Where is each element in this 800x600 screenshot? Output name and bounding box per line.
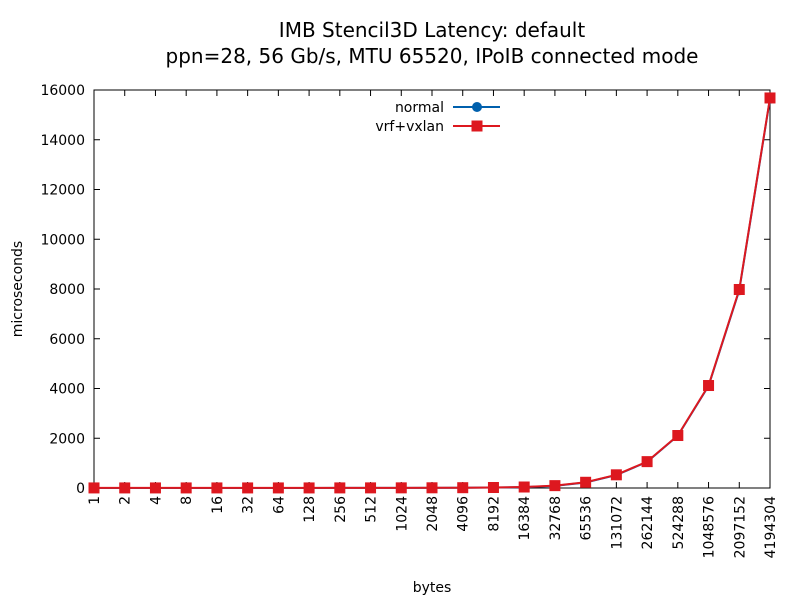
x-tick-label: 2 bbox=[118, 496, 134, 505]
legend: normal vrf+vxlan bbox=[375, 100, 500, 135]
data-point-vrf-vxlan bbox=[395, 482, 407, 494]
x-tick-label: 2048 bbox=[425, 496, 441, 532]
x-tick-label: 8192 bbox=[486, 496, 502, 532]
data-point-vrf-vxlan bbox=[580, 476, 592, 488]
x-tick-label: 4194304 bbox=[763, 496, 779, 558]
data-point-vrf-vxlan bbox=[487, 482, 499, 494]
y-tick-label: 16000 bbox=[40, 83, 85, 99]
y-tick-label: 0 bbox=[76, 481, 85, 497]
legend-marker-normal bbox=[472, 102, 482, 112]
data-point-vrf-vxlan bbox=[610, 469, 622, 481]
x-tick-label: 512 bbox=[364, 496, 380, 523]
x-tick-label: 64 bbox=[271, 496, 287, 514]
data-point-vrf-vxlan bbox=[334, 482, 346, 494]
data-point-vrf-vxlan bbox=[518, 481, 530, 493]
x-tick-label: 1 bbox=[87, 496, 103, 505]
data-point-vrf-vxlan bbox=[88, 482, 100, 494]
series-vrf-vxlan bbox=[88, 92, 776, 494]
x-tick-label: 32 bbox=[241, 496, 257, 514]
y-axis-ticks: 0 2000 4000 6000 8000 10000 12000 14000 16000 bbox=[40, 83, 770, 497]
plot-frame bbox=[93, 89, 771, 489]
x-tick-label: 256 bbox=[333, 496, 349, 523]
data-point-vrf-vxlan bbox=[641, 456, 653, 468]
y-axis-label: microseconds bbox=[10, 241, 26, 337]
series-line-vrf-vxlan bbox=[94, 97, 771, 489]
series-normal bbox=[89, 93, 775, 493]
x-tick-label: 8 bbox=[179, 496, 195, 505]
x-tick-label: 2097152 bbox=[732, 496, 748, 558]
y-tick-label: 4000 bbox=[49, 382, 85, 398]
chart-title: IMB Stencil3D Latency: default bbox=[279, 18, 586, 42]
y-tick-label: 2000 bbox=[49, 431, 85, 447]
data-point-vrf-vxlan bbox=[703, 380, 715, 392]
data-point-vrf-vxlan bbox=[119, 482, 131, 494]
data-point-vrf-vxlan bbox=[733, 283, 745, 295]
data-point-vrf-vxlan bbox=[272, 482, 284, 494]
data-point-vrf-vxlan bbox=[211, 482, 223, 494]
x-tick-label: 524288 bbox=[671, 496, 687, 549]
y-tick-label: 14000 bbox=[40, 133, 85, 149]
chart-subtitle: ppn=28, 56 Gb/s, MTU 65520, IPoIB connec… bbox=[166, 44, 699, 68]
x-tick-label: 32768 bbox=[548, 496, 564, 541]
y-tick-label: 10000 bbox=[40, 232, 85, 248]
y-tick-label: 12000 bbox=[40, 183, 85, 199]
x-tick-label: 1024 bbox=[394, 496, 410, 532]
legend-marker-vrf-vxlan bbox=[471, 120, 483, 132]
x-tick-label: 65536 bbox=[579, 496, 595, 541]
x-tick-label: 128 bbox=[302, 496, 318, 523]
x-axis-ticks: 1 2 4 8 16 32 64 128 256 512 1024 2048 4096 8192 16384… bbox=[87, 90, 779, 558]
x-tick-label: 131072 bbox=[609, 496, 625, 549]
data-point-vrf-vxlan bbox=[365, 482, 377, 494]
data-point-vrf-vxlan bbox=[180, 482, 192, 494]
y-tick-label: 6000 bbox=[49, 332, 85, 348]
data-point-vrf-vxlan bbox=[426, 482, 438, 494]
y-tick-label: 8000 bbox=[49, 282, 85, 298]
data-point-vrf-vxlan bbox=[149, 482, 161, 494]
data-point-vrf-vxlan bbox=[549, 480, 561, 492]
x-tick-label: 16384 bbox=[517, 496, 533, 541]
x-tick-label: 1048576 bbox=[702, 496, 718, 558]
x-tick-label: 4096 bbox=[456, 496, 472, 532]
x-tick-label: 262144 bbox=[640, 496, 656, 550]
data-point-vrf-vxlan bbox=[303, 482, 315, 494]
data-point-vrf-vxlan bbox=[457, 482, 469, 494]
data-point-vrf-vxlan bbox=[242, 482, 254, 494]
data-point-vrf-vxlan bbox=[764, 92, 776, 104]
x-axis-label: bytes bbox=[413, 580, 452, 596]
legend-label-vrf-vxlan: vrf+vxlan bbox=[375, 119, 444, 135]
series-layer bbox=[88, 92, 776, 494]
x-tick-label: 16 bbox=[210, 496, 226, 514]
data-point-vrf-vxlan bbox=[672, 430, 684, 442]
legend-label-normal: normal bbox=[395, 100, 444, 116]
x-tick-label: 4 bbox=[148, 496, 164, 505]
series-line-normal bbox=[94, 98, 771, 489]
